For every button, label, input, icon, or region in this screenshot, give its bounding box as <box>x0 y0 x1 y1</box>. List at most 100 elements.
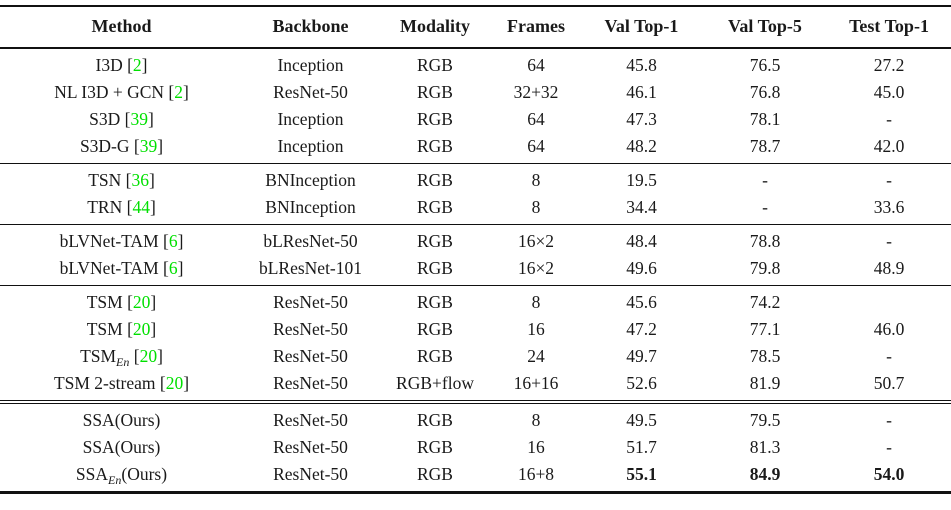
frames-cell: 16 <box>527 437 545 457</box>
table-row: SSAEn(Ours) ResNet-50 RGB 16+8 55.1 84.9… <box>0 461 951 493</box>
backbone-cell: ResNet-50 <box>273 437 348 457</box>
modality-cell: RGB <box>417 197 453 217</box>
citation-bracket: [ <box>126 197 133 217</box>
backbone-cell: Inception <box>277 136 344 156</box>
method-name: I3D <box>95 55 128 75</box>
val-top1-cell: 51.7 <box>626 437 657 457</box>
backbone-cell: ResNet-50 <box>273 373 348 393</box>
citation-bracket: [ <box>127 55 133 75</box>
column-header-val-top5: Val Top-5 <box>728 16 802 36</box>
citation-bracket: ] <box>149 197 156 217</box>
citation-ref[interactable]: 20 <box>165 373 184 393</box>
table-row: TSM [20] ResNet-50 RGB 16 47.2 77.1 46.0 <box>0 316 951 343</box>
val-top1-cell: 52.6 <box>626 373 657 393</box>
test-top1-cell: - <box>886 410 892 430</box>
method-name: TSM <box>86 319 128 339</box>
table-row: NL I3D + GCN [2] ResNet-50 RGB 32+32 46.… <box>0 79 951 106</box>
citation-ref[interactable]: 20 <box>139 346 158 366</box>
backbone-cell: ResNet-50 <box>273 82 348 102</box>
modality-cell: RGB <box>417 231 453 251</box>
citation-ref[interactable]: 36 <box>131 170 149 190</box>
frames-cell: 8 <box>531 170 541 190</box>
citation-bracket: ] <box>177 258 184 278</box>
backbone-cell: Inception <box>277 55 344 75</box>
backbone-cell: BNInception <box>265 197 356 217</box>
method-cell: TSM [20] <box>0 286 243 317</box>
citation-ref[interactable]: 6 <box>168 231 178 251</box>
modality-cell: RGB <box>417 82 453 102</box>
backbone-cell: BNInception <box>265 170 356 190</box>
citation-bracket: [ <box>163 231 169 251</box>
method-name: SSA <box>82 410 115 430</box>
method-cell: TSN [36] <box>0 164 243 195</box>
method-suffix: (Ours) <box>121 464 168 484</box>
citation-bracket: [ <box>125 170 132 190</box>
column-header-method: Method <box>91 16 152 36</box>
method-name: TRN <box>87 197 127 217</box>
citation-bracket: ] <box>157 136 164 156</box>
citation-bracket: [ <box>163 258 169 278</box>
frames-cell: 8 <box>531 292 541 312</box>
val-top1-cell: 48.2 <box>626 136 657 156</box>
table-row: TSMEn [20] ResNet-50 RGB 24 49.7 78.5 - <box>0 343 951 370</box>
backbone-cell: ResNet-50 <box>273 292 348 312</box>
backbone-cell: Inception <box>277 109 344 129</box>
citation-ref[interactable]: 2 <box>174 82 183 102</box>
citation-ref[interactable]: 20 <box>132 292 151 312</box>
test-top1-cell: 54.0 <box>873 464 905 484</box>
citation-bracket: [ <box>133 136 140 156</box>
citation-bracket: ] <box>148 170 155 190</box>
citation-bracket: [ <box>133 346 140 366</box>
method-suffix: (Ours) <box>114 410 161 430</box>
method-name: TSM 2-stream <box>53 373 160 393</box>
val-top1-cell: 47.2 <box>626 319 657 339</box>
citation-ref[interactable]: 44 <box>132 197 150 217</box>
citation-ref[interactable]: 6 <box>168 258 178 278</box>
method-cell: TSM [20] <box>0 316 243 343</box>
method-cell: SSA(Ours) <box>0 402 243 434</box>
citation-ref[interactable]: 20 <box>132 319 151 339</box>
test-top1-cell: - <box>886 170 892 190</box>
table-group-3: bLVNet-TAM [6] bLResNet-50 RGB 16×2 48.4… <box>0 224 951 286</box>
modality-cell: RGB <box>417 292 453 312</box>
test-top1-cell: - <box>886 437 892 457</box>
citation-bracket: ] <box>141 55 148 75</box>
val-top5-cell: 78.7 <box>749 136 781 156</box>
modality-cell: RGB <box>417 170 453 190</box>
frames-cell: 64 <box>527 109 545 129</box>
modality-cell: RGB <box>417 346 453 366</box>
modality-cell: RGB <box>417 464 453 484</box>
table-row: bLVNet-TAM [6] bLResNet-101 RGB 16×2 49.… <box>0 255 951 286</box>
val-top5-cell: 81.9 <box>749 373 781 393</box>
table-group-1: I3D [2] Inception RGB 64 45.8 76.5 27.2 … <box>0 48 951 164</box>
column-header-frames: Frames <box>507 16 565 36</box>
method-name: bLVNet-TAM <box>59 231 164 251</box>
method-subscript: En <box>116 355 130 369</box>
method-name: S3D-G <box>79 136 134 156</box>
test-top1-cell <box>827 286 951 317</box>
val-top5-cell: 79.8 <box>749 258 781 278</box>
frames-cell: 16 <box>527 319 545 339</box>
column-header-modality: Modality <box>400 16 470 36</box>
citation-ref[interactable]: 39 <box>139 136 158 156</box>
results-table: Method Backbone Modality Frames Val Top-… <box>0 5 951 494</box>
table-row: TRN [44] BNInception RGB 8 34.4 - 33.6 <box>0 194 951 225</box>
citation-ref[interactable]: 2 <box>132 55 142 75</box>
val-top5-cell: 81.3 <box>749 437 781 457</box>
test-top1-cell: 46.0 <box>873 319 905 339</box>
modality-cell: RGB <box>417 55 453 75</box>
table-row: SSA(Ours) ResNet-50 RGB 16 51.7 81.3 - <box>0 434 951 461</box>
citation-bracket: ] <box>177 231 184 251</box>
method-name: TSM <box>86 292 128 312</box>
citation-bracket: [ <box>127 292 133 312</box>
test-top1-cell: - <box>886 231 892 251</box>
citation-bracket: ] <box>157 346 163 366</box>
val-top1-cell: 49.5 <box>626 410 657 430</box>
frames-cell: 16+16 <box>513 373 559 393</box>
method-cell: I3D [2] <box>0 48 243 79</box>
citation-ref[interactable]: 39 <box>130 109 149 129</box>
method-name: S3D <box>89 109 125 129</box>
table-group-4: TSM [20] ResNet-50 RGB 8 45.6 74.2 TSM [… <box>0 285 951 403</box>
citation-bracket: [ <box>168 82 175 102</box>
val-top1-cell: 55.1 <box>626 464 657 484</box>
